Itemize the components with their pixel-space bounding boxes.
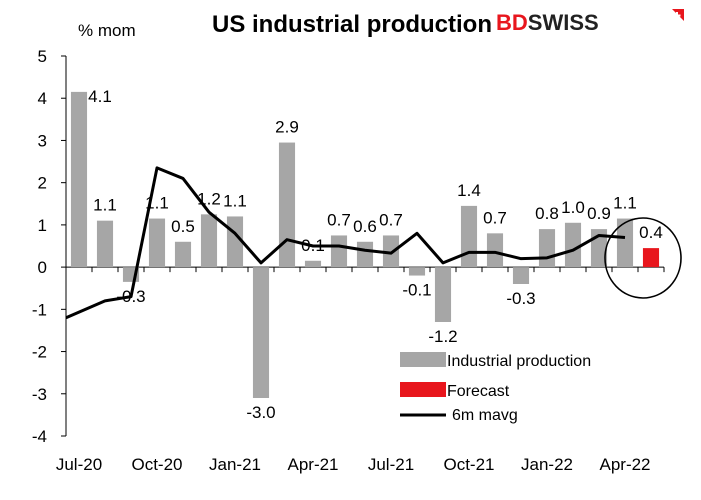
x-tick-label: Jan-21 <box>209 455 261 474</box>
x-tick-label: Apr-22 <box>599 455 650 474</box>
production-bar <box>408 267 426 276</box>
production-bar <box>538 229 556 268</box>
y-tick-label: 2 <box>38 174 47 193</box>
data-label: 0.6 <box>353 217 377 236</box>
production-bar <box>252 267 270 398</box>
legend-label-forecast: Forecast <box>447 383 510 400</box>
legend: Industrial production Forecast 6m mavg <box>400 352 591 424</box>
x-tick-label: Jul-20 <box>56 455 102 474</box>
production-bar <box>148 218 166 268</box>
y-tick-label: -3 <box>32 385 47 404</box>
data-label: 0.1 <box>301 236 325 255</box>
x-tick-label: Jul-21 <box>368 455 414 474</box>
x-tick-label: Apr-21 <box>287 455 338 474</box>
data-label: 4.1 <box>88 87 112 106</box>
data-label: -0.1 <box>402 281 431 300</box>
y-axis: 5 4 3 2 1 0 -1 -2 -3 -4 <box>32 47 67 446</box>
legend-label-mavg: 6m mavg <box>452 407 518 424</box>
data-label: 1.1 <box>223 191 247 210</box>
brand-logo-text: BDSWISS <box>496 10 599 35</box>
y-tick-label: 4 <box>38 89 47 108</box>
production-bar <box>486 233 504 268</box>
chart-title: US industrial production <box>212 11 492 38</box>
y-tick-label: 3 <box>38 131 47 150</box>
y-tick-label: 1 <box>38 216 47 235</box>
production-bar <box>512 267 530 284</box>
data-label: 1.1 <box>613 194 637 213</box>
data-label: 0.7 <box>379 210 403 229</box>
data-label: -1.2 <box>428 327 457 346</box>
production-bar <box>564 222 582 268</box>
highlight-circle <box>604 217 682 299</box>
x-tick-label: Oct-20 <box>131 455 182 474</box>
y-tick-label: 5 <box>38 47 47 66</box>
production-bar <box>356 241 374 268</box>
data-label: 0.7 <box>327 210 351 229</box>
data-label: 0.8 <box>535 204 559 223</box>
production-bar <box>278 142 296 268</box>
data-label: -0.3 <box>506 289 535 308</box>
production-bar <box>434 267 452 322</box>
data-label: 1.1 <box>145 194 169 213</box>
bars <box>70 91 660 398</box>
x-axis: Jul-20 Oct-20 Jan-21 Apr-21 Jul-21 Oct-21 Jan-… <box>56 266 665 474</box>
data-label: -0.3 <box>116 287 145 306</box>
data-label: 1.0 <box>561 198 585 217</box>
legend-swatch-industrial <box>400 352 446 367</box>
y-tick-label: -4 <box>32 427 47 446</box>
production-bar <box>616 218 634 268</box>
forecast-bar <box>642 248 660 268</box>
production-bar <box>200 214 218 268</box>
data-label: 2.9 <box>275 118 299 137</box>
data-label: 1.1 <box>93 196 117 215</box>
legend-label-industrial: Industrial production <box>447 353 591 370</box>
data-label: 0.9 <box>587 204 611 223</box>
production-bar <box>304 260 322 268</box>
y-tick-label: -2 <box>32 343 47 362</box>
mavg-series <box>65 166 626 320</box>
x-tick-label: Oct-21 <box>443 455 494 474</box>
bar-labels: 4.11.1-0.31.10.51.2 1.1-3.02.90.10.7 0.6 0.… <box>88 87 663 422</box>
brand-cross-icon-h <box>673 14 681 17</box>
mavg-line <box>65 166 626 320</box>
production-bar <box>96 220 114 268</box>
data-label: 0.5 <box>171 217 195 236</box>
data-label: 0.7 <box>483 208 507 227</box>
x-tick-label: Jan-22 <box>521 455 573 474</box>
data-label: 1.4 <box>457 181 481 200</box>
production-bar <box>382 235 400 268</box>
data-label: 0.4 <box>639 223 663 242</box>
data-label: 1.2 <box>197 189 221 208</box>
legend-swatch-forecast <box>400 382 446 397</box>
brand-logo: BDSWISS <box>496 9 684 35</box>
y-axis-label: % mom <box>78 21 136 40</box>
production-bar <box>460 205 478 268</box>
production-bar <box>70 91 88 268</box>
data-label: -3.0 <box>246 403 275 422</box>
y-tick-label: -1 <box>32 300 47 319</box>
y-tick-label: 0 <box>38 258 47 277</box>
production-bar <box>174 241 192 268</box>
production-bar <box>330 235 348 268</box>
